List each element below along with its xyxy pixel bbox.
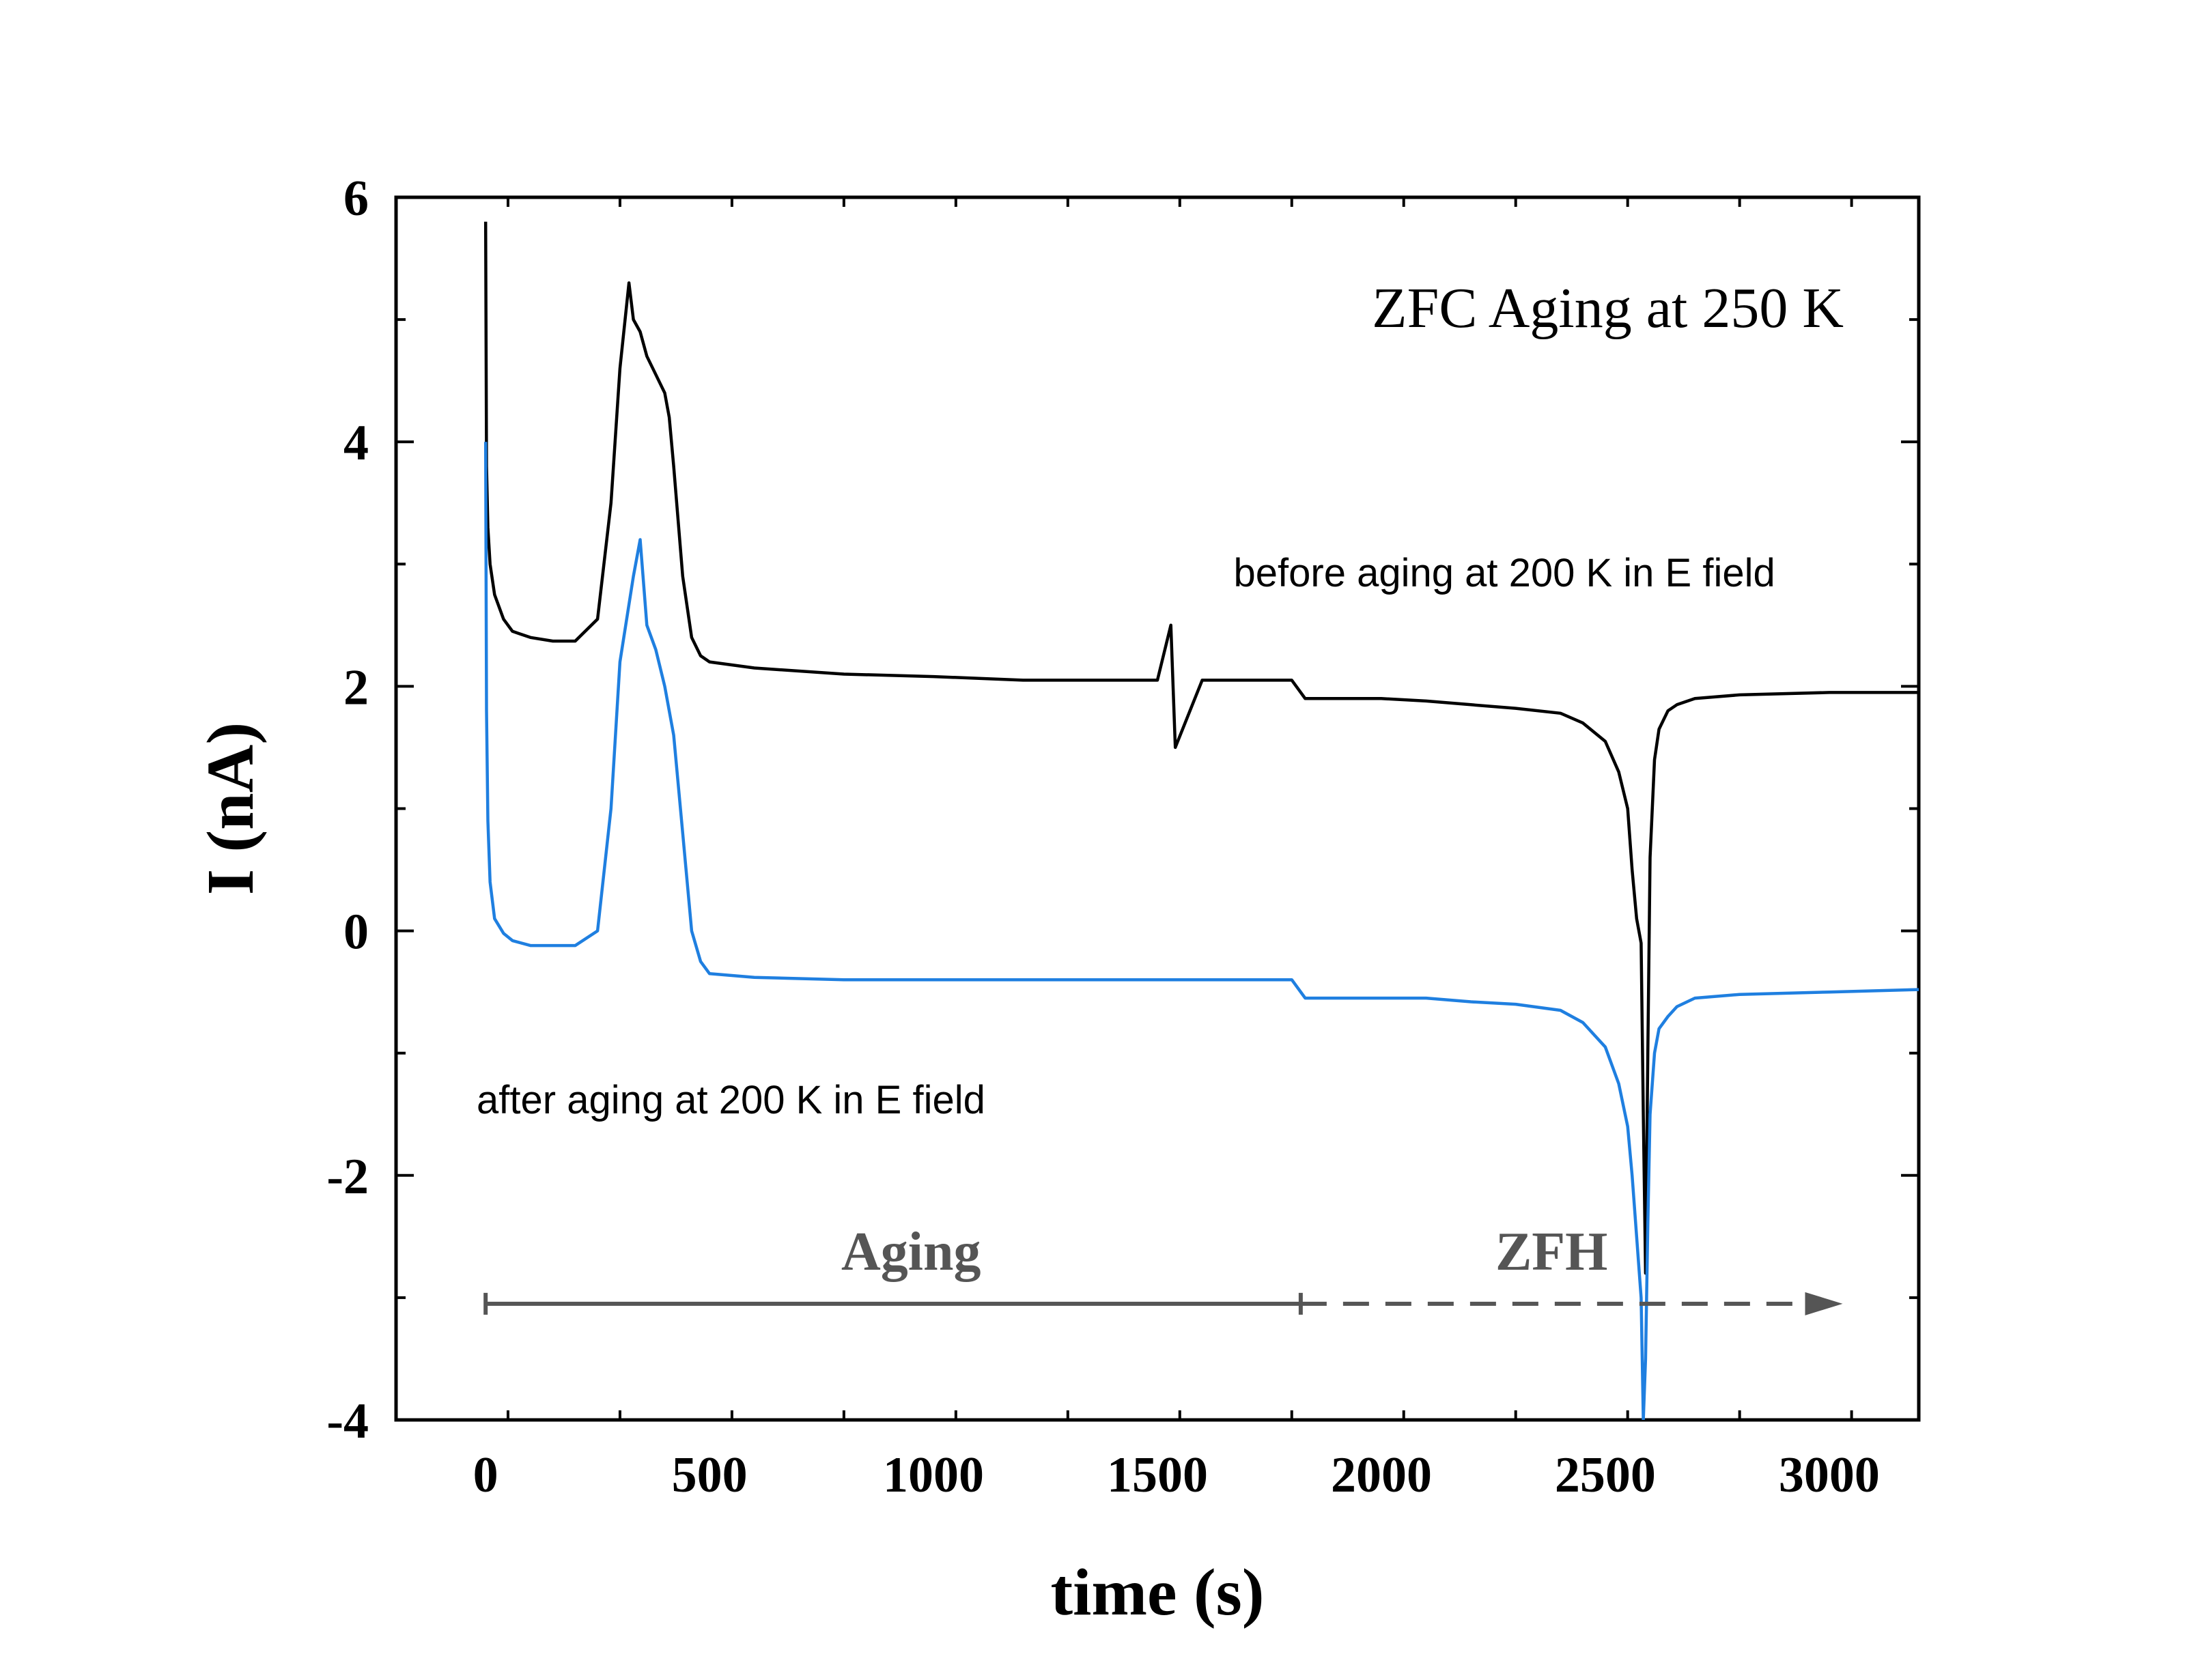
x-tick-label: 500 xyxy=(672,1447,748,1503)
after-series-label: after aging at 200 K in E field xyxy=(477,1078,985,1122)
x-tick-label: 0 xyxy=(473,1447,498,1503)
plot-frame xyxy=(394,195,1921,1422)
x-tick-label: 2000 xyxy=(1331,1447,1432,1503)
before-series-label: before aging at 200 K in E field xyxy=(1234,551,1775,595)
series-after-line xyxy=(483,442,1919,1420)
y-tick-label: 6 xyxy=(343,171,369,227)
y-tick-label: -4 xyxy=(326,1393,369,1449)
x-tick-label: 3000 xyxy=(1779,1447,1880,1503)
series-layer xyxy=(483,221,1919,1420)
y-tick-label: 0 xyxy=(343,905,369,960)
x-tick-label: 1500 xyxy=(1107,1447,1208,1503)
x-tick-label: 1000 xyxy=(883,1447,984,1503)
x-tick-label: 2500 xyxy=(1555,1447,1656,1503)
zfh-phase-label: ZFH xyxy=(1495,1222,1607,1282)
x-axis-title: time (s) xyxy=(1051,1556,1265,1629)
y-tick-label: -2 xyxy=(326,1149,369,1205)
annotations xyxy=(483,1292,1843,1315)
y-axis-title: I (nA) xyxy=(194,722,268,895)
aging-phase-label: Aging xyxy=(841,1222,981,1282)
y-tick-label: 4 xyxy=(343,415,369,471)
zfh-arrow-head xyxy=(1805,1292,1843,1315)
series-before-line xyxy=(483,221,1919,1275)
chart-title: ZFC Aging at 250 K xyxy=(1372,276,1844,340)
y-tick-label: 2 xyxy=(343,659,369,715)
axes: 0 500 1000 1500 2000 2500 3000 -4 -2 0 2 4 6 xyxy=(326,171,1921,1503)
